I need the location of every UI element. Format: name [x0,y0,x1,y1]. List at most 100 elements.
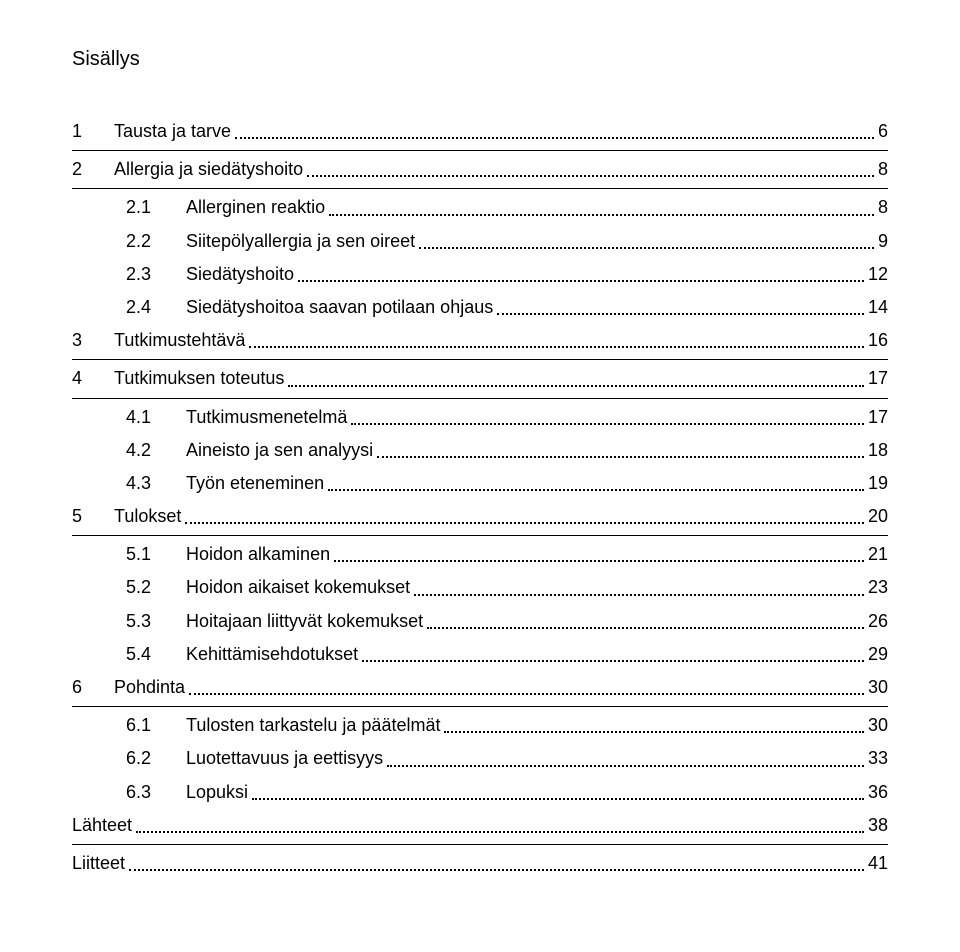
toc-leader [419,247,874,249]
section-rule [72,150,888,151]
toc-entry-number: 4 [72,366,108,391]
toc-entry-page: 12 [868,262,888,287]
toc-leader [497,313,864,315]
toc-entry-page: 9 [878,229,888,254]
toc-entry-label: Kehittämisehdotukset [180,642,358,667]
toc-entry-page: 26 [868,609,888,634]
toc-entry-label: Siedätyshoitoa saavan potilaan ohjaus [180,295,493,320]
toc-entry-page: 17 [868,405,888,430]
toc-entry-number: 2.2 [126,229,180,254]
toc-entry: 4.1Tutkimusmenetelmä17 [72,401,888,434]
toc-leader [334,560,864,562]
section-rule [72,359,888,360]
section-rule [72,188,888,189]
toc-leader [362,660,864,662]
toc-entry-label: Lähteet [72,813,132,838]
toc-leader [129,869,864,871]
toc-entry-number: 2.4 [126,295,180,320]
toc-entry: 2Allergia ja siedätyshoito 8 [72,153,888,186]
toc-entry-page: 29 [868,642,888,667]
toc-leader [189,693,864,695]
toc-entry-number: 5.1 [126,542,180,567]
toc-entry-page: 21 [868,542,888,567]
toc-entry-label: Hoidon aikaiset kokemukset [180,575,410,600]
toc-leader [444,731,863,733]
toc-entry-page: 33 [868,746,888,771]
toc-entry-page: 30 [868,713,888,738]
toc-entry-number: 6.3 [126,780,180,805]
toc-entry: 6.3Lopuksi36 [72,776,888,809]
toc-entry-number: 4.2 [126,438,180,463]
toc-entry-label: Tutkimuksen toteutus [108,366,284,391]
toc-entry-page: 38 [868,813,888,838]
toc-entry-page: 18 [868,438,888,463]
toc-entry: 6Pohdinta 30 [72,671,888,704]
toc-entry-label: Hoidon alkaminen [180,542,330,567]
toc-entry-number: 6.2 [126,746,180,771]
toc-list: 1Tausta ja tarve62Allergia ja siedätysho… [72,115,888,880]
toc-leader [414,594,864,596]
toc-entry-label: Tulosten tarkastelu ja päätelmät [180,713,440,738]
toc-entry: 6.1Tulosten tarkastelu ja päätelmät 30 [72,709,888,742]
toc-leader [252,798,864,800]
toc-entry-page: 8 [878,195,888,220]
toc-entry-page: 30 [868,675,888,700]
section-rule [72,844,888,845]
toc-entry-label: Tutkimustehtävä [108,328,245,353]
toc-entry-label: Hoitajaan liittyvät kokemukset [180,609,423,634]
page-title: Sisällys [72,48,888,71]
toc-entry: 5.4Kehittämisehdotukset 29 [72,638,888,671]
toc-leader [427,627,864,629]
toc-page: Sisällys 1Tausta ja tarve62Allergia ja s… [0,0,960,952]
toc-leader [387,765,864,767]
toc-entry-label: Luotettavuus ja eettisyys [180,746,383,771]
toc-entry-page: 19 [868,471,888,496]
toc-entry-number: 5.4 [126,642,180,667]
toc-entry-number: 5.3 [126,609,180,634]
toc-entry-label: Tutkimusmenetelmä [180,405,347,430]
toc-leader [351,423,864,425]
toc-entry: 5.3Hoitajaan liittyvät kokemukset 26 [72,605,888,638]
toc-entry: 1Tausta ja tarve6 [72,115,888,148]
toc-entry: 6.2Luotettavuus ja eettisyys 33 [72,742,888,775]
toc-leader [185,522,864,524]
toc-entry-page: 6 [878,119,888,144]
toc-leader [288,385,864,387]
toc-entry: 5.2Hoidon aikaiset kokemukset23 [72,571,888,604]
toc-leader [328,489,864,491]
toc-entry-page: 17 [868,366,888,391]
toc-entry-number: 6.1 [126,713,180,738]
toc-entry: 4.2Aineisto ja sen analyysi 18 [72,434,888,467]
toc-leader [249,346,864,348]
toc-entry: 5Tulokset20 [72,500,888,533]
toc-entry-page: 16 [868,328,888,353]
section-rule [72,706,888,707]
toc-entry-page: 14 [868,295,888,320]
toc-entry-number: 2.1 [126,195,180,220]
toc-leader [307,175,874,177]
toc-entry: 2.4Siedätyshoitoa saavan potilaan ohjaus… [72,291,888,324]
toc-entry-number: 2.3 [126,262,180,287]
toc-entry: 4Tutkimuksen toteutus 17 [72,362,888,395]
toc-entry-label: Allergia ja siedätyshoito [108,157,303,182]
toc-entry-label: Allerginen reaktio [180,195,325,220]
toc-entry-number: 5 [72,504,108,529]
toc-entry-number: 3 [72,328,108,353]
toc-entry-label: Pohdinta [108,675,185,700]
section-rule [72,535,888,536]
toc-entry-label: Tausta ja tarve [108,119,231,144]
toc-entry-number: 4.3 [126,471,180,496]
toc-entry: 4.3Työn eteneminen 19 [72,467,888,500]
toc-entry-label: Työn eteneminen [180,471,324,496]
toc-entry-label: Siedätyshoito [180,262,294,287]
toc-entry-label: Aineisto ja sen analyysi [180,438,373,463]
toc-leader [136,831,864,833]
toc-entry-page: 8 [878,157,888,182]
toc-entry: 5.1Hoidon alkaminen 21 [72,538,888,571]
toc-entry-page: 41 [868,851,888,876]
toc-entry: 2.1Allerginen reaktio 8 [72,191,888,224]
toc-entry-label: Tulokset [108,504,181,529]
toc-entry-number: 6 [72,675,108,700]
toc-entry: 2.2Siitepölyallergia ja sen oireet9 [72,225,888,258]
toc-entry-number: 2 [72,157,108,182]
